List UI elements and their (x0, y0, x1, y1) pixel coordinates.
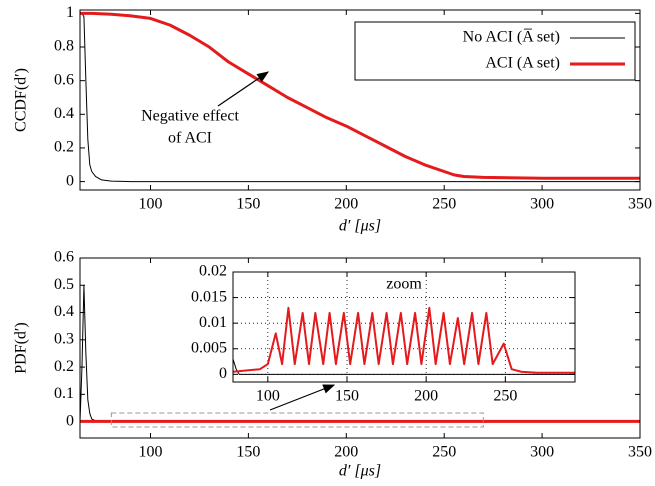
annotation: of ACI (168, 130, 212, 147)
x-tick-label: 250 (432, 444, 456, 461)
zoom-region (110, 412, 484, 428)
y-tick-label: 1 (66, 4, 74, 21)
x-axis-label: d′ [μs] (339, 218, 381, 235)
x-tick-label: 200 (414, 388, 438, 405)
zoom-arrow (269, 384, 336, 411)
plot-frame (79, 9, 641, 191)
legend-label: No ACI (A̅ set) (463, 28, 560, 46)
data-line (80, 11, 640, 180)
y-tick-label: 0.3 (54, 330, 74, 347)
x-tick-label: 350 (628, 196, 652, 213)
x-tick-label: 150 (236, 444, 260, 461)
x-tick-label: 200 (334, 444, 358, 461)
y-tick-label: 0.02 (199, 263, 227, 280)
legend-box (354, 21, 636, 81)
data-line (233, 306, 575, 374)
y-axis-label: PDF(d′) (13, 322, 30, 374)
x-tick-label: 250 (432, 196, 456, 213)
y-tick-label: 0.6 (54, 249, 74, 266)
data-line (233, 358, 575, 375)
x-tick-label: 150 (236, 196, 260, 213)
x-tick-label: 300 (530, 196, 554, 213)
y-tick-label: 0.4 (54, 303, 74, 320)
y-tick-label: 0.8 (54, 38, 74, 55)
x-tick-label: 100 (256, 388, 280, 405)
y-tick-label: 0.4 (54, 105, 74, 122)
y-tick-label: 0 (66, 412, 74, 429)
y-tick-label: 0.2 (54, 358, 74, 375)
x-axis-label: d′ [μs] (339, 463, 381, 480)
annotation-arrow (217, 71, 269, 107)
x-tick-label: 350 (628, 444, 652, 461)
x-tick-label: 300 (530, 444, 554, 461)
data-line (80, 12, 640, 183)
y-tick-label: 0 (219, 365, 227, 382)
y-axis-label: CCDF(d′) (13, 68, 30, 132)
y-tick-label: 0.015 (191, 288, 227, 305)
y-tick-label: 0.5 (54, 276, 74, 293)
y-tick-label: 0.1 (54, 385, 74, 402)
y-tick-label: 0 (66, 172, 74, 189)
plot-frame (232, 271, 576, 383)
x-tick-label: 250 (493, 388, 517, 405)
legend-label: ACI (A set) (485, 55, 560, 72)
plot-frame (79, 257, 641, 439)
y-tick-label: 0.6 (54, 71, 74, 88)
y-tick-label: 0.2 (54, 139, 74, 156)
x-tick-label: 150 (335, 388, 359, 405)
inset-title: zoom (386, 276, 422, 293)
y-tick-label: 0.01 (199, 314, 227, 331)
x-tick-label: 100 (138, 444, 162, 461)
y-tick-label: 0.005 (191, 339, 227, 356)
x-tick-label: 200 (334, 196, 358, 213)
x-tick-label: 100 (138, 196, 162, 213)
annotation: Negative effect (141, 108, 239, 125)
